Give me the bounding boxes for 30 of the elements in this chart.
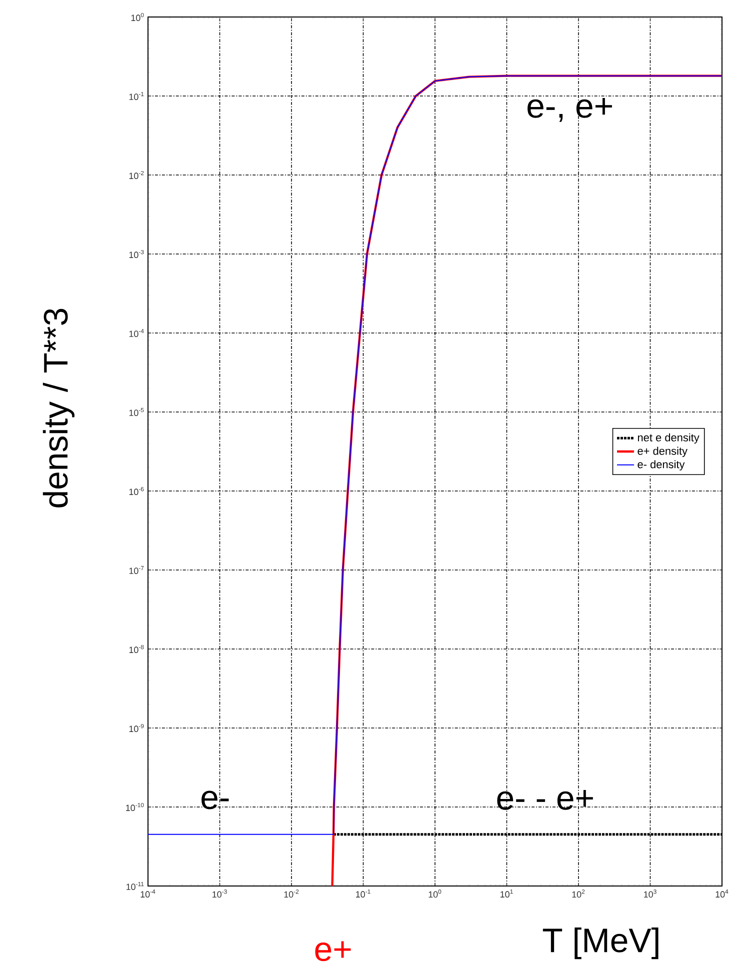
text: e+ (315, 941, 351, 962)
x-tick-label: 10$^{-2}$ (284, 890, 299, 898)
legend-label: e+ density (638, 446, 688, 457)
annotation: e- (202, 790, 229, 810)
y-tick-label: 10$^{-4}$ (129, 329, 144, 338)
y-axis-title: density / T**3 (42, 308, 74, 508)
x-tick-label: 10$^{-1}$ (356, 890, 370, 898)
y-tick-label: 10$^{-5}$ (129, 408, 144, 416)
y-tick-label: 10$^{-1}$ (129, 92, 144, 100)
legend-label: e- density (638, 460, 685, 470)
y-tick-label: 10$^{0}$ (131, 12, 144, 22)
y-tick-label: 10$^{-2}$ (129, 170, 144, 180)
x-tick-label: 10$^{3}$ (644, 890, 656, 898)
y-tick-label: 10$^{-3}$ (129, 250, 144, 258)
x-tick-label: 10$^{4}$ (716, 890, 728, 898)
y-tick-label: 10$^{-6}$ (129, 486, 144, 496)
y-tick-label: 10$^{-11}$ (126, 882, 144, 890)
y-tick-label: 10$^{-9}$ (129, 724, 144, 732)
x-tick-label: 10$^{2}$ (572, 890, 585, 898)
x-tick-label: 10$^{-3}$ (212, 890, 227, 898)
annotation: e-, e+ (528, 98, 612, 122)
y-tick-label: 10$^{-8}$ (129, 644, 144, 654)
annotation: e- - e+ (497, 790, 593, 810)
x-tick-label: 10$^{-4}$ (140, 890, 156, 898)
x-tick-label: 10$^{0}$ (428, 890, 442, 898)
legend-label: net e density (638, 433, 700, 444)
y-tick-label: 10$^{-7}$ (129, 566, 144, 574)
x-axis-title: T [MeV] (542, 928, 658, 960)
y-tick-label: 10$^{-10}$ (126, 802, 144, 812)
x-tick-label: 10$^{1}$ (500, 890, 513, 898)
